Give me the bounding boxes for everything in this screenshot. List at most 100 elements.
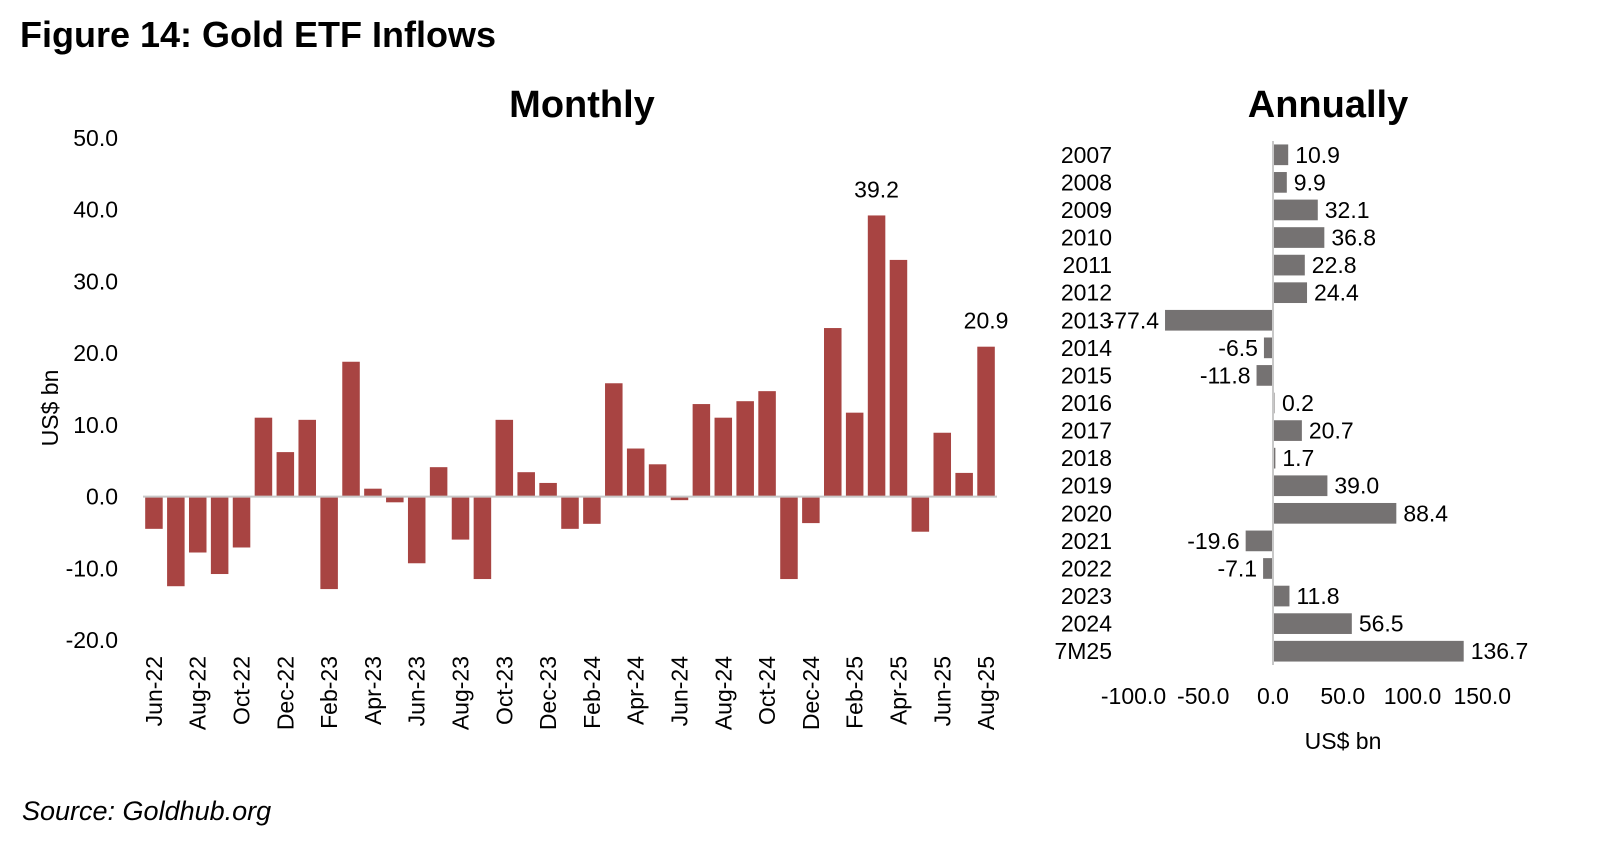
monthly-bar-aug-25 <box>977 346 995 497</box>
monthly-bar-jul-23 <box>429 467 448 497</box>
annual-value-label-2023: 11.8 <box>1296 583 1339 609</box>
annual-bar-2008 <box>1273 172 1287 193</box>
monthly-bar-jun-22 <box>145 496 163 529</box>
annual-bar-2019 <box>1273 475 1328 497</box>
annual-year-label-2019: 2019 <box>1061 473 1112 499</box>
monthly-bar-feb-24 <box>583 496 601 524</box>
annual-year-label-2022: 2022 <box>1061 555 1112 581</box>
monthly-y-tick-20-0: -20.0 <box>66 627 118 653</box>
annual-bar-2007 <box>1273 144 1289 166</box>
monthly-data-label-mar-25: 39.2 <box>854 176 899 202</box>
monthly-x-tick-jun-25: Jun-25 <box>929 656 955 726</box>
annual-x-tick-50-0: -50.0 <box>1177 683 1229 709</box>
monthly-x-tick-feb-25: Feb-25 <box>842 656 868 729</box>
monthly-x-tick-apr-25: Apr-25 <box>885 656 911 725</box>
annual-bar-2012 <box>1273 282 1308 304</box>
monthly-y-axis-label: US$ bn <box>37 370 63 447</box>
monthly-bar-oct-23 <box>495 419 514 497</box>
annual-bar-2014 <box>1263 337 1273 359</box>
annual-value-label-2015: -11.8 <box>1200 362 1251 388</box>
annual-year-label-2013: 2013 <box>1061 307 1112 333</box>
monthly-x-tick-dec-23: Dec-23 <box>535 656 561 730</box>
monthly-bar-jun-23 <box>407 496 426 564</box>
annual-year-label-2008: 2008 <box>1061 169 1112 195</box>
monthly-x-tick-aug-24: Aug-24 <box>710 656 736 730</box>
annual-chart: Annually 2007200820092010201120122013201… <box>1054 84 1528 754</box>
monthly-chart-title: Monthly <box>509 84 655 126</box>
monthly-bar-nov-22 <box>254 417 273 497</box>
monthly-x-tick-apr-23: Apr-23 <box>360 656 386 725</box>
annual-year-label-2011: 2011 <box>1063 252 1112 278</box>
monthly-y-tick-40-0: 40.0 <box>73 197 118 223</box>
annual-bar-2017 <box>1273 420 1302 441</box>
monthly-bar-aug-22 <box>188 496 207 553</box>
monthly-bar-mar-24 <box>605 383 623 497</box>
monthly-bar-mar-23 <box>342 361 360 497</box>
annual-year-label-2018: 2018 <box>1061 445 1112 471</box>
monthly-bar-dec-24 <box>802 496 820 524</box>
monthly-x-tick-dec-22: Dec-22 <box>272 656 298 730</box>
annual-year-label-2010: 2010 <box>1061 225 1112 251</box>
annual-value-label-2012: 24.4 <box>1314 280 1359 306</box>
annual-year-label-2017: 2017 <box>1061 418 1112 444</box>
annual-year-label-2012: 2012 <box>1061 280 1112 306</box>
annual-value-label-2013: -77.4 <box>1107 307 1160 333</box>
monthly-x-tick-aug-22: Aug-22 <box>185 656 211 730</box>
monthly-bar-apr-25 <box>889 259 908 497</box>
monthly-bar-jun-25 <box>933 432 952 497</box>
monthly-bar-jul-24 <box>692 404 711 497</box>
annual-year-label-2020: 2020 <box>1061 500 1112 526</box>
annual-value-label-2018: 1.7 <box>1282 445 1314 471</box>
monthly-bar-oct-22 <box>232 496 251 548</box>
monthly-x-tick-feb-24: Feb-24 <box>579 656 605 729</box>
annual-year-label-2024: 2024 <box>1061 611 1112 637</box>
annual-bar-7m25 <box>1273 640 1464 662</box>
monthly-bar-aug-23 <box>451 496 470 540</box>
annual-bar-2020 <box>1273 502 1397 524</box>
monthly-bar-sep-24 <box>736 401 754 497</box>
annual-bar-2010 <box>1273 227 1325 248</box>
monthly-bar-aug-24 <box>714 417 733 497</box>
monthly-y-tick-50-0: 50.0 <box>73 125 118 151</box>
annual-bar-2011 <box>1273 254 1305 276</box>
annual-year-label-2016: 2016 <box>1061 390 1112 416</box>
monthly-bar-nov-24 <box>780 496 798 580</box>
annual-bar-2023 <box>1273 585 1290 607</box>
annual-value-label-2011: 22.8 <box>1312 252 1357 278</box>
monthly-bar-may-25 <box>911 496 930 532</box>
annual-bar-2024 <box>1273 613 1352 634</box>
monthly-bar-oct-24 <box>758 391 776 497</box>
annual-value-label-2008: 9.9 <box>1294 169 1326 195</box>
monthly-bar-feb-23 <box>320 496 338 590</box>
annual-value-label-2014: -6.5 <box>1218 335 1258 361</box>
monthly-chart: Monthly US$ bn 50.0 40.0 30.0 20.0 10.0 0.0 -1… <box>37 84 1008 730</box>
monthly-bar-mar-25 <box>867 215 886 497</box>
annual-year-label-7m25: 7M25 <box>1054 638 1112 664</box>
annual-value-label-2009: 32.1 <box>1325 197 1370 223</box>
monthly-bar-may-24 <box>648 464 667 497</box>
monthly-x-tick-jun-24: Jun-24 <box>666 656 692 727</box>
monthly-y-tick-30-0: 30.0 <box>73 268 118 294</box>
annual-value-label-7m25: 136.7 <box>1471 638 1529 664</box>
source-note: Source: Goldhub.org <box>22 796 272 826</box>
monthly-bar-jul-25 <box>955 472 973 497</box>
monthly-x-tick-aug-25: Aug-25 <box>973 656 999 730</box>
annual-x-tick-50-0: 50.0 <box>1320 683 1365 709</box>
annual-value-label-2019: 39.0 <box>1334 473 1379 499</box>
annual-year-labels: 2007200820092010201120122013201420152016… <box>1054 142 1112 664</box>
monthly-y-tick-0-0: 0.0 <box>86 484 118 510</box>
monthly-bar-jan-25 <box>824 328 842 497</box>
monthly-x-tick-oct-23: Oct-23 <box>491 656 517 725</box>
annual-bar-2022 <box>1263 558 1273 579</box>
monthly-bar-feb-25 <box>845 412 864 497</box>
monthly-bars <box>145 215 995 590</box>
annual-value-label-2017: 20.7 <box>1309 418 1354 444</box>
annual-x-ticks: -100.0 -50.0 0.0 50.0 100.0 150.0 <box>1101 683 1511 709</box>
monthly-bar-dec-23 <box>539 482 557 497</box>
monthly-bar-apr-23 <box>364 488 382 497</box>
annual-bars <box>1165 144 1464 662</box>
annual-x-tick-100-0: -100.0 <box>1101 683 1166 709</box>
annual-bar-2009 <box>1273 199 1318 221</box>
annual-value-label-2022: -7.1 <box>1217 555 1257 581</box>
monthly-y-tick-20-0: 20.0 <box>73 340 118 366</box>
